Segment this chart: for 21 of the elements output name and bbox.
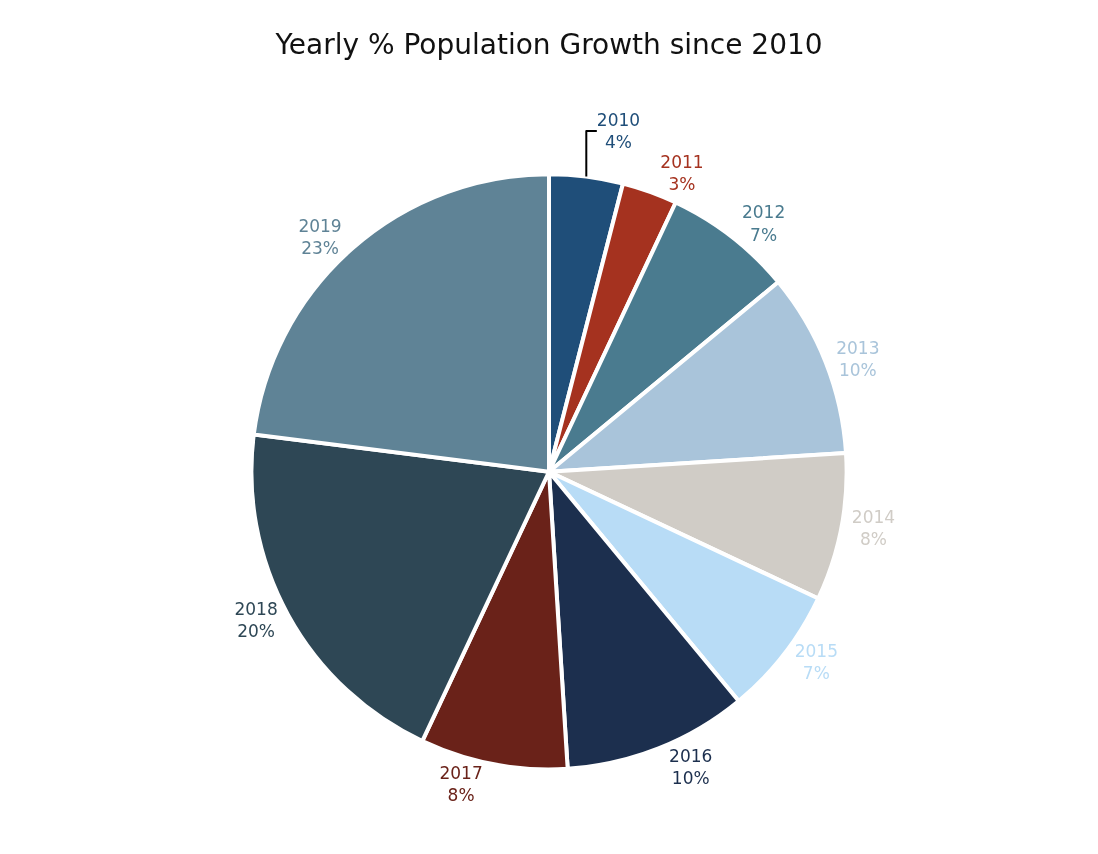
chart-title: Yearly % Population Growth since 2010 [274,27,823,61]
slice-label: 2019 [298,215,342,236]
data-label: 8% [447,785,475,806]
slice-label: 2010 [596,109,641,130]
data-label: 20% [237,621,275,642]
slice-label: 2017 [439,763,483,784]
slice-label: 2012 [741,202,786,223]
data-label: 10% [671,767,710,788]
slice-label: 2018 [234,598,278,619]
data-label: 10% [838,360,877,381]
slice-label: 2013 [836,338,880,359]
slice-label: 2016 [669,745,713,766]
data-label: 7% [750,224,778,245]
data-label: 8% [859,529,887,550]
slice-label: 2015 [794,641,838,662]
data-label: 3% [668,174,696,195]
data-label: 7% [802,663,830,684]
slice-label: 2014 [851,507,896,528]
slice-label: 2011 [660,152,704,173]
data-label: 23% [301,237,339,258]
data-label: 4% [604,132,632,153]
